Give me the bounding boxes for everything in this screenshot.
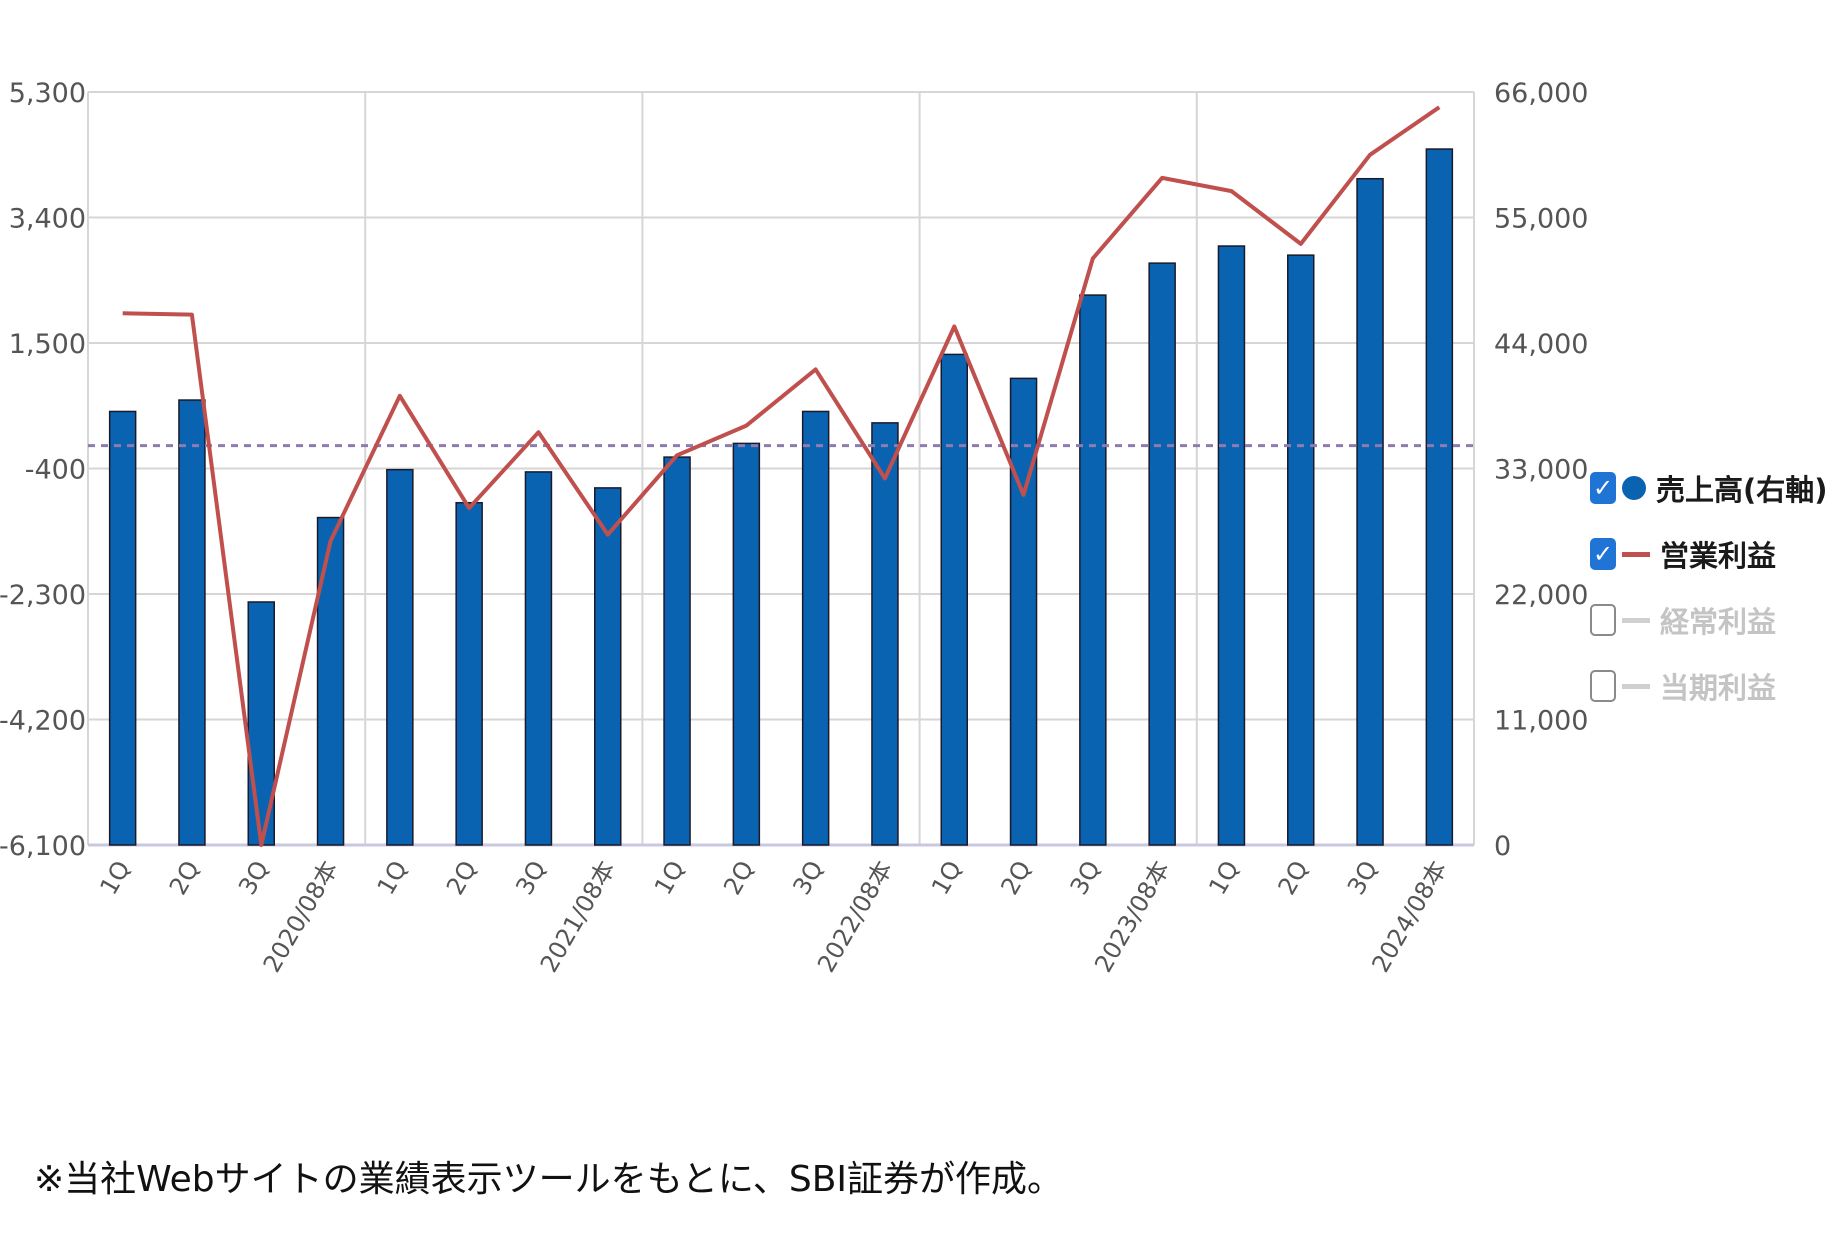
x-axis-tick-label: 3Q xyxy=(1065,856,1106,900)
right-axis-tick-label: 22,000 xyxy=(1494,580,1588,611)
bar-sales xyxy=(1148,262,1176,846)
bar-sales xyxy=(871,422,899,846)
bar-sales xyxy=(316,516,345,846)
bar-sales xyxy=(732,442,761,846)
x-axis-tick-label: 1Q xyxy=(1203,856,1244,900)
line-marker-icon xyxy=(1622,683,1650,689)
x-axis-tick-label: 1Q xyxy=(649,856,690,900)
legend: ✓ 売上高(右軸) ✓ 営業利益 経常利益 当期利益 xyxy=(1590,455,1828,719)
left-axis-tick-label: -2,300 xyxy=(0,580,86,611)
right-axis-tick-label: 33,000 xyxy=(1494,455,1588,486)
x-axis-tick-label: 1Q xyxy=(372,856,413,900)
bar-sales xyxy=(663,456,691,846)
left-axis-tick-label: -400 xyxy=(25,455,86,486)
bar-sales xyxy=(801,410,830,846)
left-axis-tick-label: -6,100 xyxy=(0,831,86,862)
x-axis-tick-label: 2Q xyxy=(441,856,482,900)
bar-sales xyxy=(1356,177,1384,846)
x-axis-tick-label: 3Q xyxy=(1342,856,1383,900)
bar-sales xyxy=(178,399,206,846)
legend-item-operating-profit[interactable]: ✓ 営業利益 xyxy=(1590,521,1828,587)
legend-label-ordinary-profit: 経常利益 xyxy=(1660,605,1777,639)
left-axis-tick-label: 5,300 xyxy=(9,78,86,109)
line-marker-icon xyxy=(1622,617,1650,623)
bar-sales xyxy=(1287,254,1315,846)
x-axis-tick-label: 1Q xyxy=(95,856,136,900)
right-axis-tick-label: 11,000 xyxy=(1494,706,1588,737)
footnote: ※当社Webサイトの業績表示ツールをもとに、SBI証券が作成。 xyxy=(34,1159,1064,1200)
bar-sales xyxy=(594,487,622,846)
x-axis-tick-label: 3Q xyxy=(510,856,551,900)
checkbox-unchecked-icon[interactable] xyxy=(1590,670,1616,702)
bar-sales xyxy=(1079,294,1107,846)
left-axis-tick-label: -4,200 xyxy=(0,706,86,737)
bar-sales xyxy=(386,468,414,846)
bar-sales xyxy=(1217,245,1246,846)
right-axis-tick-label: 55,000 xyxy=(1494,204,1588,235)
left-axis-tick-label: 3,400 xyxy=(9,204,86,235)
legend-label-operating-profit: 営業利益 xyxy=(1660,539,1777,573)
bar-sales xyxy=(108,410,137,846)
bar-sales xyxy=(524,471,553,846)
chart-svg: 5,300 3,400 1,500 -400 -2,300 -4,200 -6,100 66,… xyxy=(0,78,1588,977)
circle-marker-icon xyxy=(1622,476,1646,500)
x-axis-tick-label: 2Q xyxy=(164,856,205,900)
legend-item-net-profit[interactable]: 当期利益 xyxy=(1590,653,1828,719)
checkbox-checked-icon[interactable]: ✓ xyxy=(1590,472,1616,504)
bar-sales xyxy=(1009,377,1038,846)
legend-item-sales[interactable]: ✓ 売上高(右軸) xyxy=(1590,455,1828,521)
x-axis-tick-label: 2Q xyxy=(718,856,759,900)
legend-label-sales: 売上高(右軸) xyxy=(1656,473,1828,507)
x-axis-tick-label: 3Q xyxy=(233,856,274,900)
bar-sales xyxy=(1425,148,1454,846)
chart-area: 5,300 3,400 1,500 -400 -2,300 -4,200 -6,100 66,… xyxy=(0,78,1588,977)
checkbox-unchecked-icon[interactable] xyxy=(1590,604,1616,636)
line-operating-profit xyxy=(122,105,1441,847)
x-axis-tick-label: 2Q xyxy=(1273,856,1314,900)
bar-sales xyxy=(455,501,483,846)
legend-label-net-profit: 当期利益 xyxy=(1660,671,1777,705)
left-axis-tick-label: 1,500 xyxy=(9,329,86,360)
right-axis-tick-label: 66,000 xyxy=(1494,78,1588,109)
right-axis-tick-label: 44,000 xyxy=(1494,329,1588,360)
line-marker-icon xyxy=(1622,551,1650,557)
bar-sales xyxy=(940,353,968,846)
checkbox-checked-icon[interactable]: ✓ xyxy=(1590,538,1616,570)
x-axis-tick-label: 2Q xyxy=(995,856,1036,900)
x-axis-tick-label: 1Q xyxy=(926,856,967,900)
right-axis-tick-label: 0 xyxy=(1494,831,1511,862)
legend-item-ordinary-profit[interactable]: 経常利益 xyxy=(1590,587,1828,653)
x-axis-tick-label: 3Q xyxy=(788,856,829,900)
